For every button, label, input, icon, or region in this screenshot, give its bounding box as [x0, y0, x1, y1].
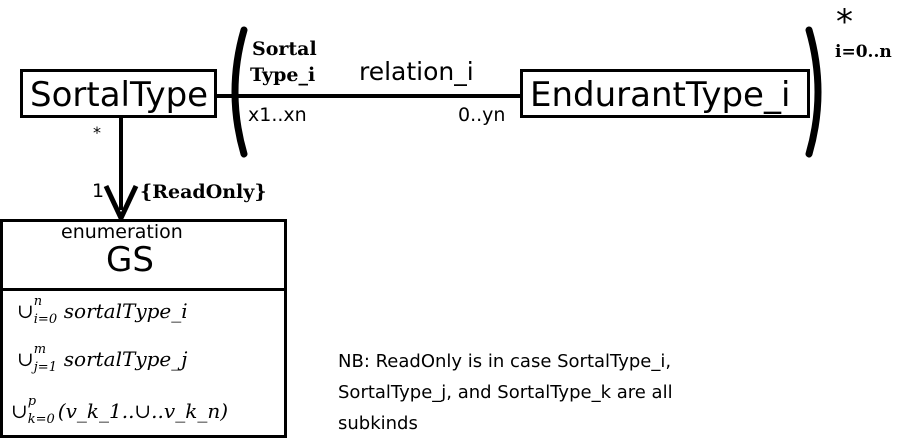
literal-text: sortalType_j	[63, 347, 188, 371]
multiplicity-right: 0..yn	[458, 104, 506, 126]
gs-link-multiplicity: 1	[92, 180, 105, 202]
enumeration-name: GS	[106, 240, 154, 280]
role-label-line1: Sortal	[252, 38, 317, 60]
literal-bounds: p k=0	[28, 394, 58, 427]
multiplicity-left: x1..xn	[248, 104, 307, 126]
literal-upper-bound: m	[33, 341, 47, 357]
union-symbol: ∪	[11, 399, 28, 423]
literal-bounds: m j=1	[34, 342, 64, 375]
left-parenthesis	[231, 26, 248, 158]
sortal-type-class-name: SortalType	[30, 75, 209, 115]
association-name: relation_i	[359, 57, 474, 86]
union-symbol: ∪	[17, 299, 34, 323]
gs-enumeration[interactable]: enumeration GS ∪ n i=0 sortalType_i ∪ m j=1 so…	[0, 219, 287, 438]
enumeration-divider	[3, 288, 284, 291]
literal-bounds: n i=0	[34, 294, 64, 327]
sortal-type-class[interactable]: SortalType	[20, 69, 217, 118]
literal-lower-bound: j=1	[33, 359, 57, 375]
literal-lower-bound: k=0	[27, 411, 55, 427]
union-symbol: ∪	[17, 347, 34, 371]
enumeration-literal: ∪ n i=0 sortalType_i	[17, 294, 188, 327]
enumeration-literal: ∪ p k=0 (v_k_1..∪..v_k_n)	[11, 394, 228, 427]
repeat-index: i=0..n	[835, 42, 892, 62]
note-line: subkinds	[338, 413, 418, 434]
note-line: NB: ReadOnly is in case SortalType_i,	[338, 351, 672, 372]
literal-text: sortalType_i	[63, 299, 188, 323]
endurant-type-class[interactable]: EndurantType_i	[520, 69, 810, 118]
literal-upper-bound: n	[33, 293, 43, 309]
endurant-type-class-name: EndurantType_i	[530, 75, 791, 115]
role-label-line2: Type_i	[250, 64, 316, 86]
readonly-constraint: {ReadOnly}	[140, 181, 267, 203]
gs-link-star: *	[93, 123, 101, 142]
literal-text: (v_k_1..∪..v_k_n)	[57, 399, 228, 423]
right-parenthesis	[805, 26, 822, 158]
enumeration-stereotype: enumeration	[61, 221, 183, 243]
note-line: SortalType_j, and SortalType_k are all	[338, 382, 673, 403]
literal-lower-bound: i=0	[33, 311, 58, 327]
literal-upper-bound: p	[27, 393, 37, 409]
repeat-star: *	[836, 2, 853, 42]
gs-link-arrowhead	[103, 184, 139, 224]
enumeration-literal: ∪ m j=1 sortalType_j	[17, 342, 188, 375]
